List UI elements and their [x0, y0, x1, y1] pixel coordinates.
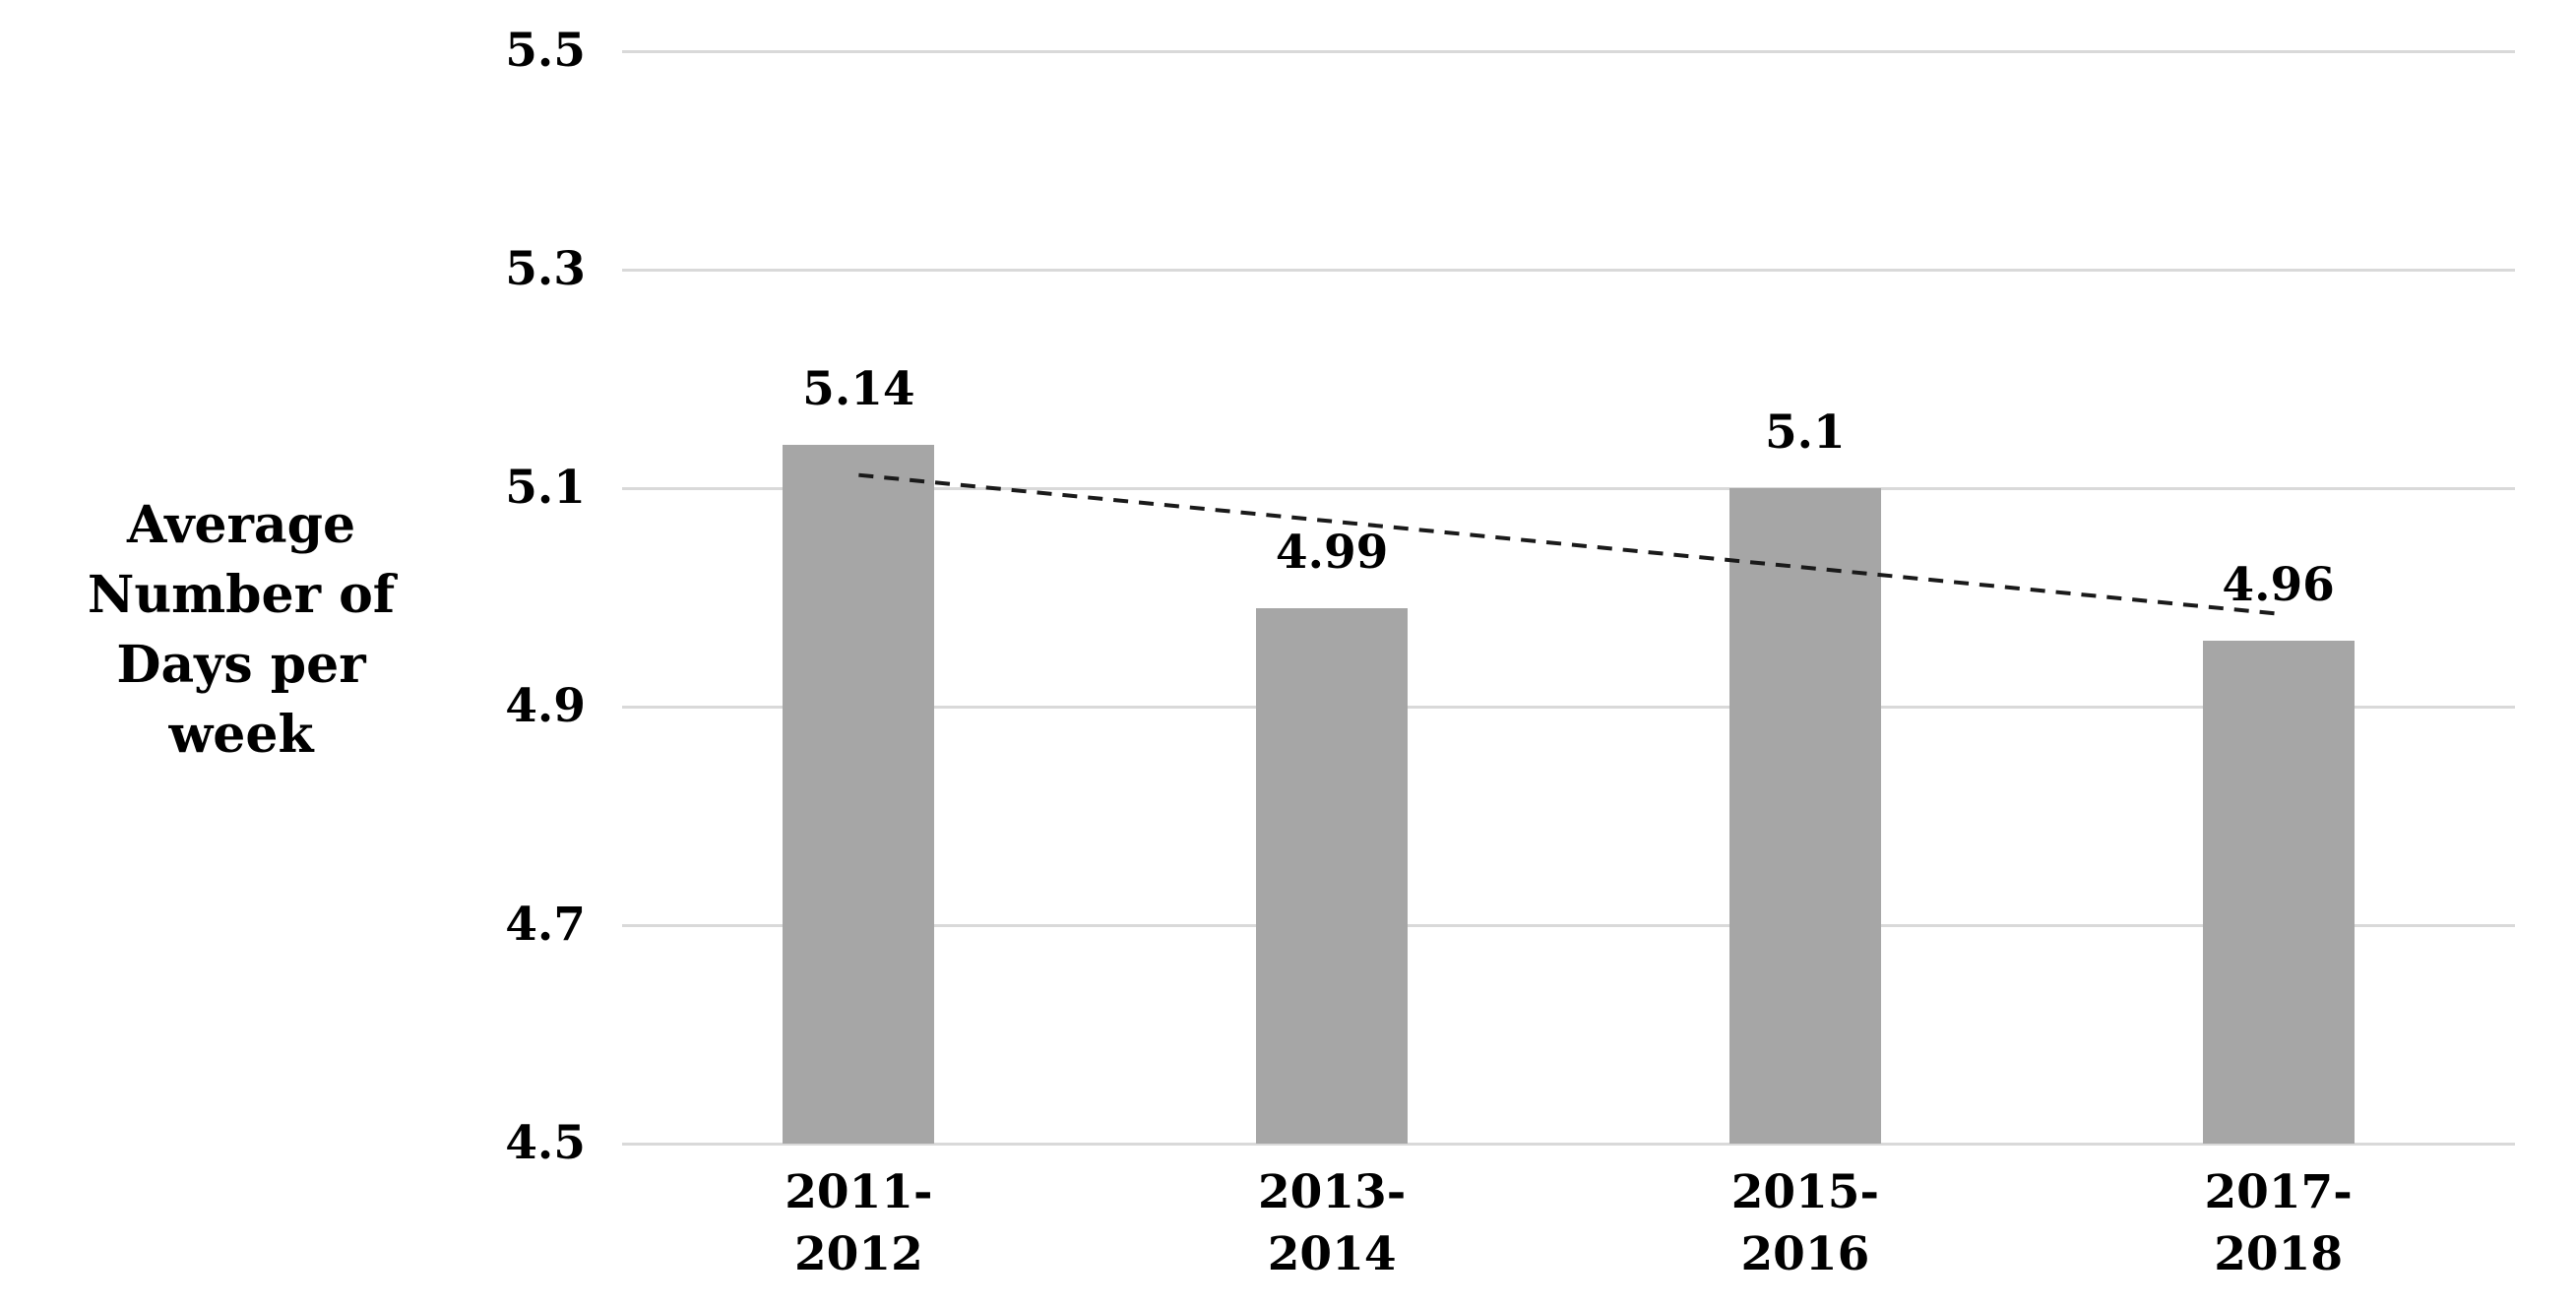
bar-2011-2012	[783, 444, 935, 1144]
x-axis-label-line: 2016	[1740, 1227, 1870, 1281]
trendline	[858, 472, 2279, 616]
x-axis-label-line: 2013-	[1257, 1165, 1407, 1219]
y-tick-label: 5.3	[505, 242, 586, 296]
y-axis-title-line: Days per week	[116, 635, 366, 765]
y-axis-title-line: Number of	[87, 565, 396, 625]
y-axis-title: Average Number of Days per week	[54, 490, 428, 770]
y-tick-label: 4.9	[505, 679, 586, 733]
bar-2015-2016	[1728, 488, 1881, 1144]
y-tick-label: 5.5	[505, 24, 586, 78]
bar-value-label: 4.96	[2222, 558, 2335, 613]
x-axis-label-line: 2015-	[1730, 1165, 1880, 1219]
y-tick-label: 4.7	[505, 898, 586, 952]
bar-2017-2018	[2202, 641, 2355, 1144]
x-axis-label-line: 2014	[1267, 1227, 1397, 1281]
bar-value-label: 4.99	[1275, 526, 1389, 581]
y-tick-label: 5.1	[505, 461, 586, 515]
y-tick-label: 4.5	[505, 1116, 586, 1170]
gridline	[622, 49, 2515, 53]
x-axis-label-2015-2016: 2015- 2016	[1648, 1161, 1963, 1285]
gridline	[622, 705, 2515, 709]
gridline	[622, 923, 2515, 927]
x-axis-label-2013-2014: 2013- 2014	[1174, 1161, 1489, 1285]
x-axis-label-line: 2012	[793, 1227, 923, 1281]
y-axis-title-line: Average	[126, 495, 356, 555]
x-axis-label-line: 2011-	[785, 1165, 933, 1219]
bar-value-label: 5.1	[1764, 405, 1846, 460]
x-axis-label-2017-2018: 2017- 2018	[2121, 1161, 2436, 1285]
gridline	[622, 1142, 2515, 1146]
gridline	[622, 268, 2515, 272]
x-axis-label-line: 2017-	[2204, 1165, 2353, 1219]
x-axis-label-2011-2012: 2011- 2012	[701, 1161, 1016, 1285]
bar-value-label: 5.14	[802, 361, 915, 416]
bar-2013-2014	[1256, 608, 1409, 1144]
x-axis-label-line: 2018	[2214, 1227, 2344, 1281]
